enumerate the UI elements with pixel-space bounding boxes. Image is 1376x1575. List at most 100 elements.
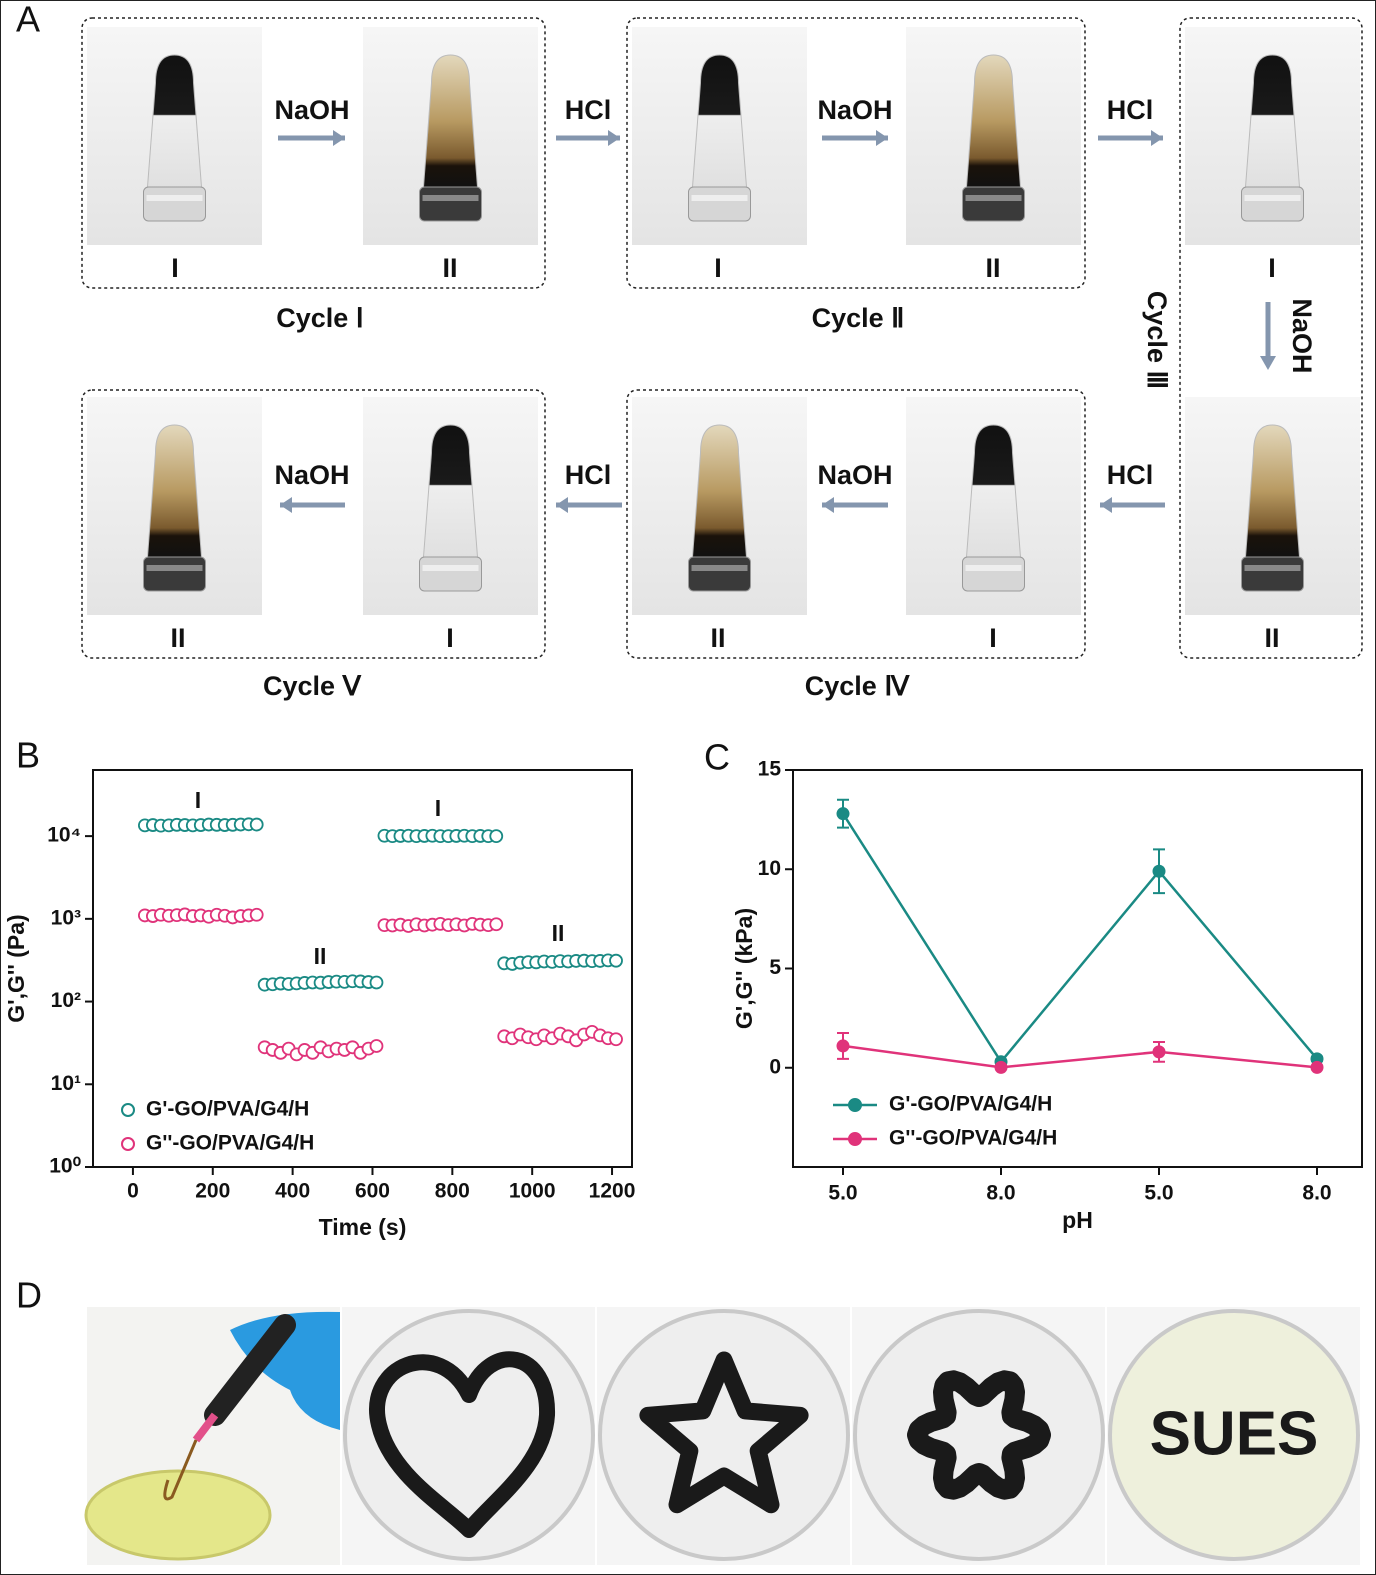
tube bbox=[1244, 424, 1301, 558]
x-tick-label: 8.0 bbox=[986, 1182, 1015, 1205]
tube-label: I bbox=[714, 253, 722, 283]
tube-label: II bbox=[710, 623, 725, 653]
x-tick-label: 400 bbox=[275, 1180, 310, 1203]
tube-cap-rim bbox=[965, 195, 1022, 201]
point bbox=[836, 1039, 850, 1053]
legend-label: G'-GO/PVA/G4/H bbox=[146, 1098, 309, 1121]
tube-cap bbox=[962, 556, 1025, 592]
x-tick-label: 800 bbox=[435, 1180, 470, 1203]
arrow-head bbox=[1260, 356, 1276, 370]
x-tick-label: 8.0 bbox=[1302, 1182, 1331, 1205]
point bbox=[489, 917, 504, 932]
reagent: NaOH bbox=[817, 95, 892, 125]
syringe-tip bbox=[192, 1412, 219, 1443]
tube bbox=[146, 424, 203, 558]
legend-marker bbox=[848, 1098, 862, 1112]
legend-label: G''-GO/PVA/G4/H bbox=[146, 1132, 314, 1155]
tube-cap-rim bbox=[691, 565, 748, 571]
glove bbox=[230, 1311, 340, 1430]
tube-label: II bbox=[1264, 623, 1279, 653]
reagent: NaOH bbox=[274, 95, 349, 125]
x-axis-label: pH bbox=[1062, 1207, 1093, 1233]
legend-marker bbox=[848, 1132, 862, 1146]
cycle-caption: Cycle Ⅰ bbox=[276, 303, 364, 333]
y-tick-label: 15 bbox=[758, 758, 782, 781]
reagent: NaOH bbox=[1287, 298, 1317, 373]
tube-label: I bbox=[1268, 253, 1276, 283]
tube-cap bbox=[143, 186, 206, 222]
tube-cap-rim bbox=[691, 195, 748, 201]
heart-gel bbox=[369, 1351, 556, 1538]
annotation: II bbox=[314, 943, 327, 969]
series-line bbox=[842, 1044, 1318, 1069]
y-tick-label: 10³ bbox=[51, 906, 81, 929]
x-tick-label: 5.0 bbox=[828, 1182, 857, 1205]
tube-cap bbox=[419, 186, 482, 222]
tube bbox=[691, 424, 748, 558]
y-tick-label: 10⁰ bbox=[49, 1155, 81, 1178]
point bbox=[609, 953, 623, 968]
tube-cap-rim bbox=[1244, 195, 1301, 201]
tube-cap bbox=[688, 186, 751, 222]
point bbox=[489, 829, 504, 844]
tube bbox=[965, 54, 1022, 188]
tube-label: II bbox=[985, 253, 1000, 283]
x-tick-label: 600 bbox=[355, 1180, 390, 1203]
dashed-box bbox=[81, 389, 546, 659]
point bbox=[249, 907, 264, 922]
panel-label: B bbox=[16, 735, 40, 776]
y-tick-label: 0 bbox=[769, 1055, 781, 1078]
point bbox=[369, 1039, 384, 1053]
reagent: HCl bbox=[565, 460, 612, 490]
tube-label: II bbox=[170, 623, 185, 653]
gel-text: SUES bbox=[1150, 1399, 1319, 1468]
petri-dish bbox=[1108, 1309, 1360, 1561]
tube-cap-rim bbox=[422, 565, 479, 571]
tube-cap-rim bbox=[146, 195, 203, 201]
tube-cap-rim bbox=[965, 565, 1022, 571]
needle bbox=[163, 1439, 198, 1501]
star-gel bbox=[639, 1351, 809, 1514]
point bbox=[1152, 1045, 1166, 1059]
y-axis-label: G',G'' (Pa) bbox=[3, 914, 29, 1022]
x-tick-label: 200 bbox=[195, 1180, 230, 1203]
point bbox=[609, 1032, 623, 1047]
tube-cap bbox=[1241, 556, 1304, 592]
tube-cap-rim bbox=[1244, 565, 1301, 571]
tube bbox=[146, 54, 203, 188]
tube bbox=[422, 54, 479, 188]
tube-label: I bbox=[989, 623, 997, 653]
reagent: HCl bbox=[1107, 95, 1154, 125]
dashed-box bbox=[1179, 17, 1363, 659]
tube-cap bbox=[1241, 186, 1304, 222]
x-tick-label: 5.0 bbox=[1144, 1182, 1173, 1205]
tube-label: I bbox=[446, 623, 454, 653]
tube-label: I bbox=[171, 253, 179, 283]
tube bbox=[422, 424, 479, 558]
arrow-head bbox=[556, 497, 568, 513]
tube-cap bbox=[688, 556, 751, 592]
tube-cap bbox=[143, 556, 206, 592]
tube-cap bbox=[962, 186, 1025, 222]
arrow-head bbox=[280, 497, 292, 513]
annotation: II bbox=[552, 920, 565, 946]
reagent: NaOH bbox=[817, 460, 892, 490]
x-axis-label: Time (s) bbox=[319, 1214, 407, 1240]
syringe bbox=[204, 1314, 296, 1426]
petri-dish bbox=[84, 1469, 272, 1561]
y-tick-label: 10⁴ bbox=[47, 824, 81, 847]
arrow-head bbox=[1100, 497, 1112, 513]
cycle-caption: Cycle Ⅳ bbox=[805, 671, 911, 701]
y-axis-label: G',G'' (kPa) bbox=[731, 908, 757, 1029]
arrow-head bbox=[1151, 130, 1163, 146]
panel-label: D bbox=[16, 1275, 42, 1316]
x-tick-label: 1200 bbox=[589, 1180, 636, 1203]
dashed-box bbox=[81, 17, 546, 289]
dashed-box bbox=[626, 389, 1086, 659]
panel-label: A bbox=[16, 0, 40, 40]
y-tick-label: 5 bbox=[769, 956, 781, 979]
x-tick-label: 0 bbox=[127, 1180, 139, 1203]
tube bbox=[691, 54, 748, 188]
plot-frame bbox=[92, 769, 633, 1168]
